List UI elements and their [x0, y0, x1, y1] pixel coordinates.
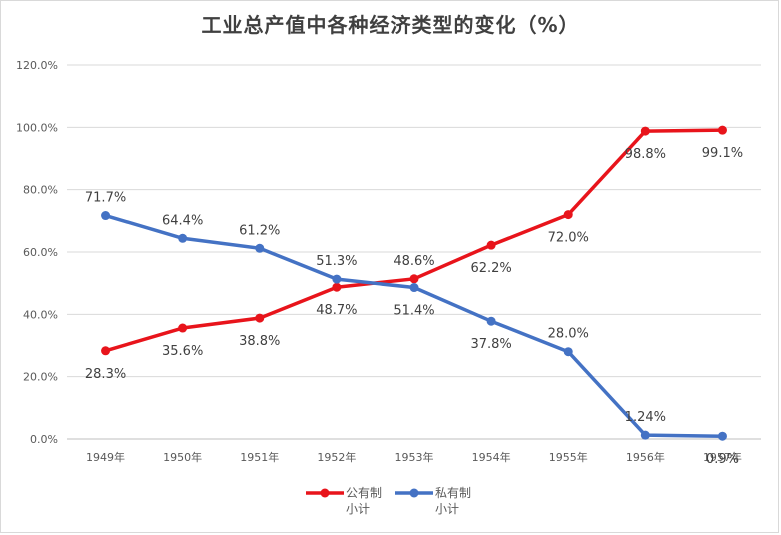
- legend-label: 小计: [435, 502, 459, 516]
- x-tick-label: 1952年: [317, 450, 356, 464]
- data-label: 99.1%: [702, 146, 743, 161]
- data-label: 28.3%: [85, 367, 126, 382]
- y-tick-label: 20.0%: [23, 371, 58, 384]
- data-point: [486, 316, 496, 326]
- data-point: [178, 233, 188, 243]
- legend-label: 私有制: [435, 486, 471, 500]
- data-label: 38.8%: [239, 334, 280, 349]
- data-point: [563, 210, 573, 220]
- data-label: 72.0%: [548, 231, 589, 246]
- x-tick-label: 1951年: [240, 450, 279, 464]
- data-label: 61.2%: [239, 223, 280, 238]
- x-tick-label: 1957年: [703, 450, 742, 464]
- y-tick-label: 80.0%: [23, 184, 58, 197]
- data-point: [255, 313, 265, 323]
- legend-label: 公有制: [346, 486, 382, 500]
- data-label: 98.8%: [625, 147, 666, 162]
- y-tick-label: 100.0%: [16, 121, 58, 134]
- y-tick-label: 0.0%: [30, 433, 58, 446]
- x-tick-label: 1953年: [395, 450, 434, 464]
- data-point: [101, 346, 111, 356]
- data-label: 28.0%: [548, 327, 589, 342]
- data-label: 0.9%: [706, 452, 739, 467]
- data-label: 71.7%: [85, 191, 126, 206]
- data-point: [255, 243, 265, 253]
- data-point: [332, 274, 342, 284]
- data-point: [563, 347, 573, 357]
- data-point: [332, 282, 342, 292]
- legend-marker: [320, 488, 330, 498]
- data-point: [717, 125, 727, 135]
- data-point: [101, 211, 111, 221]
- legend-marker: [409, 488, 419, 498]
- data-point: [640, 126, 650, 136]
- y-tick-label: 60.0%: [23, 246, 58, 259]
- data-point: [640, 430, 650, 440]
- data-label: 64.4%: [162, 213, 203, 228]
- y-tick-label: 40.0%: [23, 308, 58, 321]
- data-point: [409, 274, 419, 284]
- data-label: 51.3%: [316, 254, 357, 269]
- x-tick-label: 1949年: [86, 450, 125, 464]
- data-label: 48.7%: [316, 303, 357, 318]
- y-tick-label: 120.0%: [16, 59, 58, 72]
- data-point: [486, 240, 496, 250]
- x-tick-label: 1955年: [549, 450, 588, 464]
- data-label: 62.2%: [470, 261, 511, 276]
- chart-title: 工业总产值中各种经济类型的变化（%）: [201, 13, 580, 37]
- data-point: [409, 283, 419, 293]
- x-tick-label: 1950年: [163, 450, 202, 464]
- data-label: 51.4%: [393, 304, 434, 319]
- data-label: 1.24%: [625, 410, 666, 425]
- data-label: 48.6%: [393, 254, 434, 269]
- x-tick-label: 1956年: [626, 450, 665, 464]
- data-label: 37.8%: [470, 337, 511, 352]
- data-point: [178, 323, 188, 333]
- legend-label: 小计: [346, 502, 370, 516]
- data-point: [717, 431, 727, 441]
- data-label: 35.6%: [162, 344, 203, 359]
- x-tick-label: 1954年: [472, 450, 511, 464]
